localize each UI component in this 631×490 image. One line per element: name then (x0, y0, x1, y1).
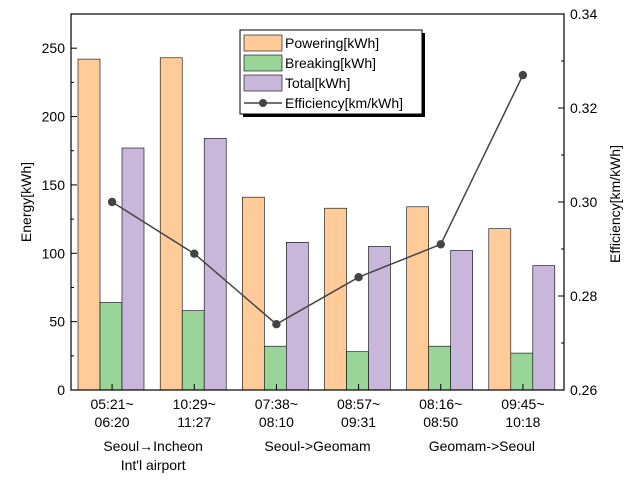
legend-swatch-2 (243, 74, 283, 92)
y2-axis-label: Efficiency[km/kWh] (607, 145, 623, 263)
bar-powering-1 (159, 57, 183, 391)
bar-breaking-0 (99, 302, 123, 391)
legend-label-3: Efficiency[km/kWh] (285, 95, 403, 111)
y2-tick-label-3: 0.32 (570, 100, 597, 116)
y-tick-label-2: 100 (42, 245, 66, 261)
x-tick-label-5: 09:45~ (501, 396, 544, 412)
x-tick-label-3: 08:57~ (337, 396, 380, 412)
efficiency-line (111, 74, 524, 326)
x-tick-label-2: 08:10 (259, 414, 294, 430)
y2-tick-label-4: 0.34 (570, 6, 597, 22)
bar-breaking-3 (346, 351, 369, 391)
bar-breaking-1 (181, 310, 205, 391)
bar-powering-3 (324, 207, 347, 391)
bars-layer (77, 57, 556, 391)
efficiency-line-layer (107, 70, 528, 329)
bar-powering-0 (77, 58, 101, 391)
x-tick-label-3: 09:31 (341, 414, 376, 430)
legend-line-marker (259, 99, 267, 107)
legend-label-1: Breaking[kWh] (285, 55, 376, 71)
efficiency-point-3 (354, 273, 363, 282)
legend: Powering[kWh] Breaking[kWh] Total[kWh] Effi… (239, 29, 425, 117)
y2-tick-label-1: 0.28 (570, 288, 597, 304)
bar-powering-4 (406, 206, 430, 391)
bar-total-3 (368, 246, 391, 391)
x-tick-label-0: 05:21~ (90, 396, 133, 412)
labels-layer: Energy[kWh] Efficiency[km/kWh] (18, 145, 623, 263)
x-tick-label-4: 08:50 (423, 414, 458, 430)
efficiency-point-5 (518, 70, 528, 80)
bar-breaking-5 (510, 352, 534, 391)
y-tick-label-3: 150 (42, 177, 66, 193)
y-tick-label-1: 50 (49, 314, 65, 330)
bar-powering-5 (488, 228, 512, 391)
bar-breaking-4 (428, 345, 452, 391)
route-label-0: Int'l airport (121, 457, 186, 473)
y2-tick-label-0: 0.26 (570, 382, 597, 398)
x-tick-label-0: 06:20 (95, 414, 130, 430)
bar-total-5 (532, 265, 556, 391)
y-tick-label-5: 250 (42, 40, 66, 56)
bar-total-4 (450, 250, 474, 391)
bar-breaking-2 (263, 345, 287, 391)
bar-total-0 (121, 147, 145, 391)
efficiency-point-0 (107, 197, 117, 207)
legend-swatch-1 (243, 54, 283, 72)
route-label-2: Geomam->Seoul (429, 438, 535, 454)
y-axis-label: Energy[kWh] (18, 162, 34, 242)
legend-label-2: Total[kWh] (285, 75, 350, 91)
legend-swatch-0 (243, 34, 283, 52)
efficiency-point-1 (190, 249, 199, 258)
legend-label-0: Powering[kWh] (285, 35, 379, 51)
axes-layer: 0 50 100 150 200 250 0.26 0.28 0.30 0.32 0.34 05:21… (42, 6, 598, 473)
y2-tick-label-2: 0.30 (570, 194, 597, 210)
bar-powering-2 (242, 196, 265, 391)
x-tick-label-1: 11:27 (177, 414, 211, 430)
efficiency-point-2 (272, 320, 281, 329)
y-tick-label-4: 200 (42, 109, 66, 125)
x-tick-label-1: 10:29~ (173, 396, 216, 412)
route-label-1: Seoul->Geomam (264, 438, 370, 454)
x-tick-label-4: 08:16~ (419, 396, 462, 412)
y-tick-label-0: 0 (57, 382, 65, 398)
efficiency-point-4 (436, 240, 445, 249)
route-label-0: Seoul→Incheon (103, 438, 203, 454)
x-tick-label-2: 07:38~ (255, 396, 298, 412)
x-tick-label-5: 10:18 (505, 414, 540, 430)
